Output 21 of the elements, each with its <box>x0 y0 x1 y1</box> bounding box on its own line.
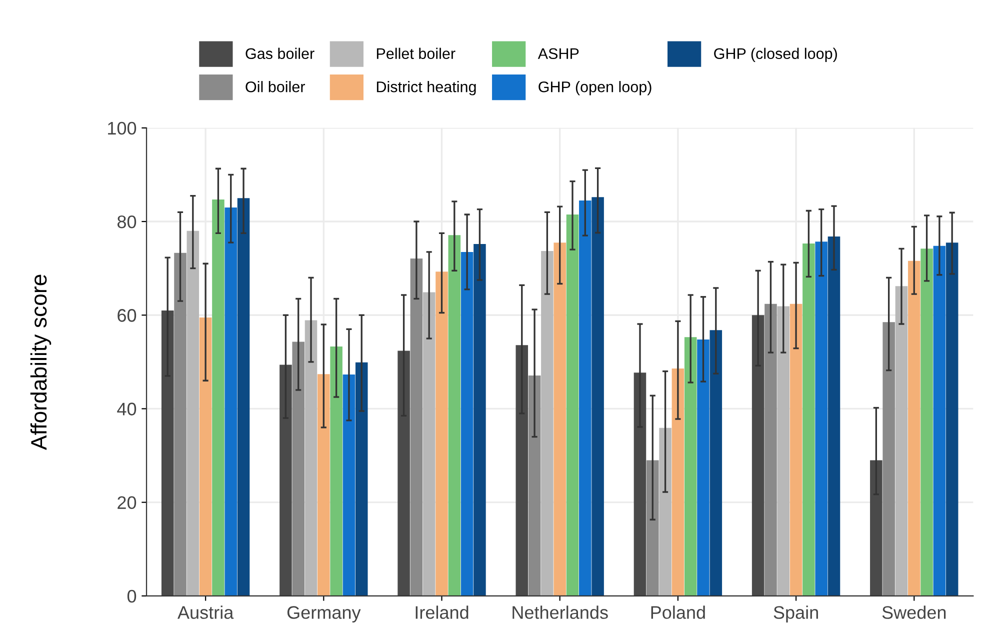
x-tick-label: Austria <box>178 606 234 619</box>
legend-label: GHP (open loop) <box>538 81 652 96</box>
y-tick-label: 40 <box>117 402 136 416</box>
y-axis-title: Affordability score <box>30 274 52 450</box>
legend-label: GHP (closed loop) <box>714 48 837 62</box>
legend-label: District heating <box>376 81 476 96</box>
x-tick-label: Sweden <box>882 606 946 619</box>
y-tick-label: 100 <box>108 122 136 135</box>
x-tick-label: Poland <box>651 606 705 619</box>
x-tick-label: Ireland <box>416 606 468 619</box>
y-tick-label: 60 <box>118 309 136 322</box>
legend-label: Oil boiler <box>246 81 306 92</box>
legend-label: Pellet boiler <box>376 48 456 60</box>
legend-label: Gas boiler <box>246 48 314 60</box>
x-tick-label: Germany <box>287 606 361 622</box>
y-tick-label: 80 <box>118 215 136 228</box>
y-tick-label: 0 <box>127 590 136 603</box>
x-tick-label: Netherlands <box>512 606 608 619</box>
legend-label: ASHP <box>538 48 579 60</box>
x-tick-label: Spain <box>774 606 818 622</box>
y-tick-label: 20 <box>118 496 136 510</box>
